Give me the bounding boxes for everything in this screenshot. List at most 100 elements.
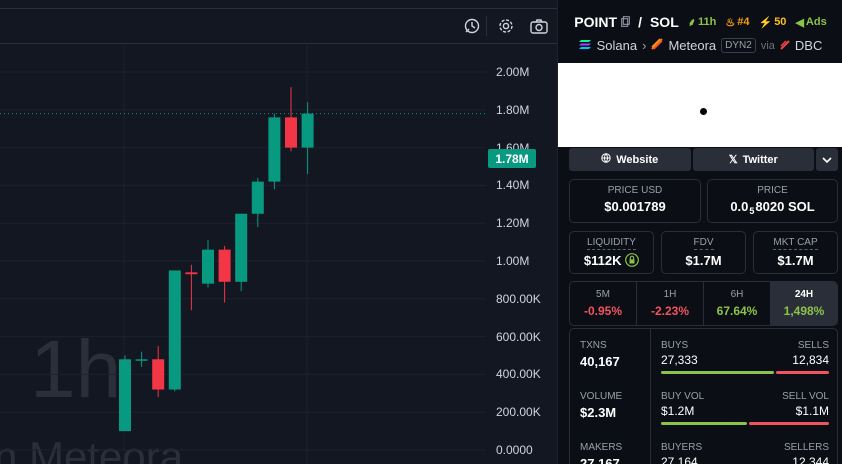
- candle-body: [218, 249, 231, 282]
- price-usd-card: PRICE USD $0.001789: [569, 179, 701, 223]
- y-tick-label: 1.20M: [496, 216, 530, 231]
- candle-body: [235, 213, 248, 282]
- via-label: via: [760, 39, 775, 52]
- volume-label: VOLUME: [580, 391, 623, 402]
- twitter-button[interactable]: 𝕏 Twitter: [692, 148, 814, 171]
- tab-24h[interactable]: 24H 1,498%: [771, 282, 837, 325]
- txns-value: 40,167: [580, 354, 620, 369]
- tab-6h-label: 6H: [730, 289, 744, 300]
- chain-link[interactable]: Solana: [596, 38, 638, 53]
- y-tick-label: 1.40M: [496, 178, 530, 193]
- tab-24h-label: 24H: [794, 289, 814, 300]
- ads-badge[interactable]: ◀ Ads: [795, 16, 826, 29]
- price-usd-label: PRICE USD: [607, 185, 663, 196]
- bolt-icon: ⚡: [758, 16, 773, 29]
- fdv-card: FDV $1.7M: [661, 231, 746, 274]
- y-tick-label: 0.0000: [496, 443, 533, 457]
- mkt-cap-value: $1.7M: [777, 253, 814, 268]
- sells-label: SELLS: [797, 340, 829, 351]
- x-logo-icon: 𝕏: [728, 154, 738, 166]
- sells-bar-fill: [775, 371, 829, 374]
- buy-vol-value: $1.2M: [661, 404, 695, 418]
- breadcrumb: Solana › Meteora DYN2 via DBC: [558, 38, 842, 53]
- candle-body: [152, 359, 165, 390]
- makers-value: 27,167: [580, 456, 620, 464]
- website-button[interactable]: Website: [569, 148, 691, 171]
- sell-vol-value: $1.1M: [795, 404, 829, 418]
- y-tick-label: 200.00K: [496, 405, 541, 420]
- pair-info-panel: POINT / SOL ⸙ 11h ♨ #4 ⚡ 50 ◀ Ads Solana: [557, 0, 842, 464]
- y-tick-label: 600.00K: [496, 329, 541, 344]
- dbc-icon: [780, 38, 790, 53]
- last-price-tag: 1.78M: [488, 149, 536, 168]
- y-tick-label: 2.00M: [496, 65, 530, 79]
- buys-bar-fill: [661, 371, 774, 374]
- tab-1h-change: -2.23%: [650, 304, 690, 318]
- flame-icon: ♨: [725, 16, 736, 29]
- price-usd-value: $0.001789: [604, 199, 666, 214]
- candle-body: [285, 117, 297, 148]
- rank-value: #4: [737, 16, 750, 28]
- tab-6h[interactable]: 6H 67.64%: [704, 282, 771, 325]
- sellers-label: SELLERS: [783, 442, 829, 453]
- y-tick-label: 1.80M: [496, 102, 530, 117]
- ads-label: Ads: [805, 16, 827, 28]
- interval-watermark: 1h: [30, 324, 122, 415]
- dex-link[interactable]: Meteora: [668, 38, 717, 53]
- timeframe-tabs: 5M -0.95% 1H -2.23% 6H 67.64% 24H 1,498%: [569, 281, 838, 326]
- buys-value: 27,333: [661, 353, 698, 367]
- y-tick-label: 1.00M: [496, 254, 530, 268]
- candle-body: [301, 113, 314, 148]
- price-native-digits: 8020 SOL: [755, 199, 815, 214]
- sell-vol-label: SELL VOL: [782, 391, 829, 402]
- tab-1h[interactable]: 1H -2.23%: [637, 282, 704, 325]
- candlestick-chart[interactable]: [0, 45, 557, 464]
- candle-body: [168, 270, 181, 390]
- candle-body: [135, 359, 148, 361]
- indicator-icon[interactable]: [460, 14, 484, 38]
- price-native-value: 0.058020 SOL: [708, 199, 837, 216]
- buyers-sellers-stat: BUYERS SELLERS 27,164 12,344: [661, 442, 829, 464]
- dex-watermark: n Meteora: [0, 433, 184, 464]
- pair-slash: /: [638, 14, 642, 30]
- stats-divider: [650, 329, 651, 464]
- buy-sell-volume-bar: [661, 422, 829, 425]
- fdv-label: FDV: [693, 237, 714, 250]
- copy-icon[interactable]: [621, 14, 630, 30]
- liquidity-value: $112K: [570, 253, 653, 270]
- token-header-image: [558, 63, 842, 147]
- candle-body: [251, 181, 264, 214]
- buyers-value: 27,164: [661, 455, 698, 464]
- sells-value: 12,834: [792, 353, 829, 367]
- more-links-button[interactable]: [816, 148, 838, 171]
- tab-5m-change: -0.95%: [583, 304, 623, 318]
- gear-icon[interactable]: [494, 14, 518, 38]
- price-native-zero-count: 5: [749, 206, 755, 216]
- price-native-label: PRICE: [757, 185, 788, 196]
- boost-badge[interactable]: ⚡ 50: [758, 16, 786, 29]
- chart-pane[interactable]: 1h n Meteora 2.00M 1.80M 1.60M 1.40M 1.20M 1.…: [0, 0, 557, 464]
- age-value: 11h: [698, 16, 717, 28]
- globe-icon: [601, 153, 611, 166]
- buy-vol-label: BUY VOL: [661, 391, 705, 402]
- tab-5m-label: 5M: [596, 289, 610, 300]
- toolbar-separator: [486, 16, 487, 36]
- tab-5m[interactable]: 5M -0.95%: [570, 282, 637, 325]
- rank-badge: ♨ #4: [725, 16, 749, 29]
- liquidity-label: LIQUIDITY: [587, 237, 636, 250]
- price-chart[interactable]: 1h n Meteora 2.00M 1.80M 1.60M 1.40M 1.20M 1.…: [0, 45, 557, 464]
- pool-type-badge: DYN2: [721, 38, 756, 53]
- price-native-card: PRICE 0.058020 SOL: [707, 179, 838, 223]
- txns-stat: TXNS 40,167: [580, 340, 620, 369]
- camera-icon[interactable]: [527, 14, 551, 38]
- megaphone-icon: ◀: [795, 16, 804, 29]
- launchpad-link[interactable]: DBC: [794, 38, 823, 53]
- fdv-value: $1.7M: [685, 253, 722, 268]
- tab-24h-change: 1,498%: [783, 304, 825, 318]
- mkt-cap-card: MKT CAP $1.7M: [753, 231, 838, 274]
- candle-body: [185, 272, 198, 275]
- boost-value: 50: [774, 16, 787, 28]
- liquidity-card: LIQUIDITY $112K: [569, 231, 654, 274]
- base-token[interactable]: POINT: [574, 14, 618, 30]
